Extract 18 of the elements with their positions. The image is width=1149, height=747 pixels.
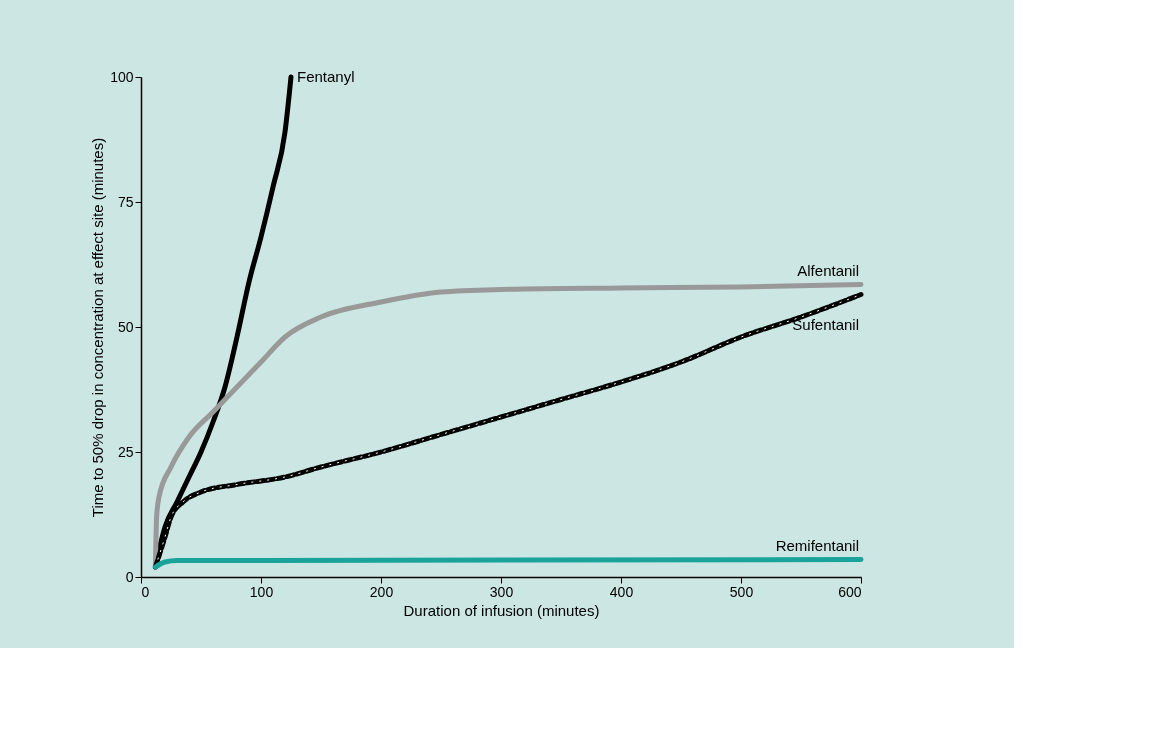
x-tick-label: 500 (729, 583, 754, 600)
y-tick-label: 0 (125, 568, 134, 585)
y-tick-label: 25 (117, 443, 134, 460)
y-tick-label: 50 (117, 318, 134, 335)
x-tick-label: 300 (489, 583, 514, 600)
x-tick-label: 200 (369, 583, 394, 600)
x-tick-label: 600 (838, 583, 862, 600)
x-tick-label: 100 (249, 583, 274, 600)
x-tick-label: 400 (609, 583, 634, 600)
series-label: Fentanyl (297, 68, 355, 85)
series-label: Sufentanil (792, 315, 859, 333)
y-tick-label: 75 (117, 193, 134, 210)
x-tick-label: 0 (141, 583, 150, 600)
y-tick-label: 100 (110, 68, 134, 85)
y-axis-title: Time to 50% drop in concentration at effect site (minutes) (89, 137, 107, 518)
series-label: Alfentanil (797, 261, 859, 279)
series-label: Remifentanil (775, 536, 859, 554)
x-axis-title: Duration of infusion (minutes) (403, 601, 600, 619)
